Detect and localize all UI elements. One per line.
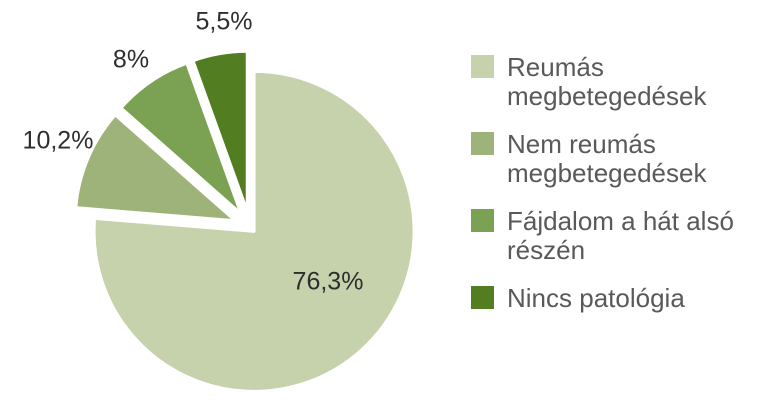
legend-item-fajdalom: Fájdalom a hát alsó részén [471, 207, 736, 265]
legend: Reumás megbetegedések Nem reumás megbete… [471, 53, 736, 313]
legend-swatch-icon [471, 209, 494, 232]
pie-slice-1 [92, 69, 416, 393]
legend-swatch-icon [471, 286, 494, 309]
legend-swatch-icon [471, 55, 494, 78]
pie-slice-2 [74, 113, 237, 223]
slice-value-label-reumas: 76,3% [292, 267, 364, 296]
legend-label-nincs-patologia: Nincs patológia [507, 283, 685, 313]
slice-value-label-nincs-patologia: 5,5% [195, 7, 253, 36]
legend-item-nincs-patologia: Nincs patológia [471, 284, 736, 313]
legend-item-reumas: Reumás megbetegedések [471, 53, 736, 111]
slice-value-label-nem-reumas: 10,2% [22, 126, 94, 155]
slice-value-label-fajdalom: 8% [112, 45, 150, 74]
legend-swatch-icon [471, 132, 494, 155]
legend-label-reumas: Reumás megbetegedések [507, 52, 707, 111]
pie-slice-4 [191, 49, 249, 213]
legend-item-nem-reumas: Nem reumás megbetegedések [471, 130, 736, 188]
legend-label-fajdalom: Fájdalom a hát alsó részén [507, 206, 734, 265]
pie-slice-3 [119, 61, 243, 216]
legend-label-nem-reumas: Nem reumás megbetegedések [507, 129, 707, 188]
